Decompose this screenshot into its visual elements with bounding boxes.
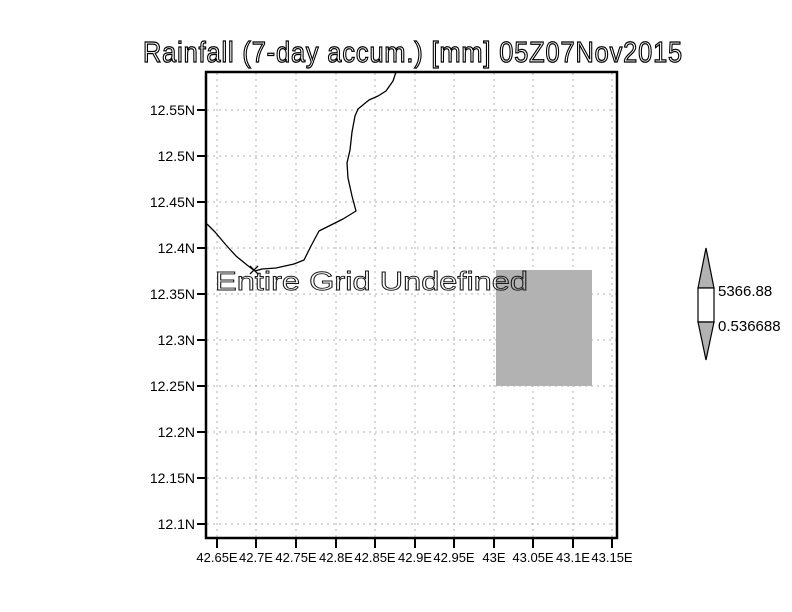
grid-undefined-annotation: Entire Grid Undefined [215, 266, 528, 296]
lon-tick-label: 42.8E [319, 550, 353, 565]
lon-tick-label: 42.65E [196, 550, 238, 565]
lat-ticks [197, 109, 206, 525]
lon-tick-label: 42.95E [433, 550, 475, 565]
lon-tick-label: 42.75E [275, 550, 317, 565]
lat-tick-label: 12.35N [150, 286, 195, 302]
lon-tick-labels: 42.65E 42.7E 42.75E 42.8E 42.85E 42.9E 4… [196, 550, 633, 565]
colorbar: 5366.88 0.536688 [697, 247, 781, 361]
lon-tick-label: 42.85E [354, 550, 396, 565]
lat-tick-label: 12.55N [150, 102, 195, 118]
coastline [206, 71, 397, 275]
lat-tick-label: 12.15N [150, 470, 195, 486]
lat-tick-label: 12.3N [158, 332, 195, 348]
colorbar-min-label: 0.536688 [718, 318, 781, 335]
lat-tick-label: 12.45N [150, 194, 195, 210]
lat-tick-label: 12.25N [150, 378, 195, 394]
lon-tick-label: 42.7E [239, 550, 273, 565]
lon-ticks [216, 538, 613, 548]
lon-tick-label: 43E [482, 550, 505, 565]
colorbar-lower-arrow [697, 321, 715, 361]
lat-tick-label: 12.2N [158, 424, 195, 440]
colorbar-max-label: 5366.88 [718, 283, 772, 300]
colorbar-upper-arrow [697, 247, 715, 289]
lat-tick-label: 12.4N [158, 240, 195, 256]
lon-tick-label: 43.1E [556, 550, 590, 565]
plot-frame [204, 70, 619, 540]
lon-tick-label: 43.15E [591, 550, 633, 565]
coastline-islet-mark [249, 265, 259, 275]
lon-tick-label: 42.9E [398, 550, 432, 565]
chart-title: Rainfall (7-day accum.) [mm] 05Z07Nov201… [143, 37, 683, 69]
lat-tick-label: 12.1N [158, 516, 195, 532]
lat-gridlines [207, 109, 616, 525]
colorbar-mid-segment [697, 287, 715, 323]
undefined-region-shade [496, 270, 592, 386]
lon-tick-label: 43.05E [512, 550, 554, 565]
lat-tick-labels: 12.55N 12.5N 12.45N 12.4N 12.35N 12.3N 1… [150, 102, 195, 532]
lat-tick-label: 12.5N [158, 148, 195, 164]
